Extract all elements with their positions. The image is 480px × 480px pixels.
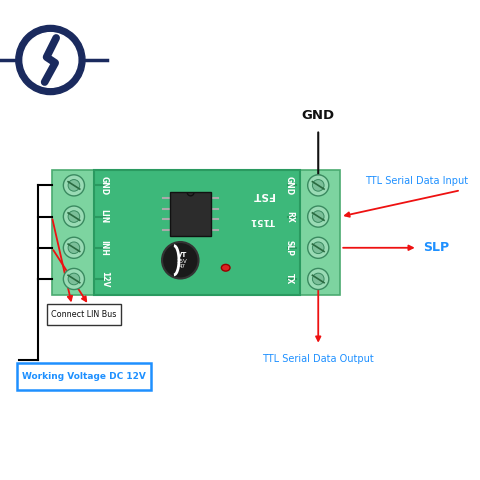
Text: 47: 47 — [179, 264, 186, 269]
Circle shape — [63, 206, 84, 227]
Circle shape — [16, 25, 85, 95]
Circle shape — [63, 237, 84, 258]
Circle shape — [23, 33, 78, 87]
Circle shape — [312, 242, 324, 253]
Text: INH: INH — [100, 240, 108, 256]
FancyBboxPatch shape — [47, 304, 121, 325]
Text: T151: T151 — [251, 216, 276, 225]
Circle shape — [68, 242, 80, 253]
Circle shape — [68, 211, 80, 222]
Text: Working Voltage DC 12V: Working Voltage DC 12V — [22, 372, 146, 381]
Text: SLP: SLP — [423, 241, 449, 254]
Circle shape — [68, 273, 80, 285]
Ellipse shape — [221, 264, 230, 271]
Bar — [94, 170, 300, 295]
Circle shape — [68, 180, 80, 191]
Circle shape — [63, 175, 84, 196]
Circle shape — [308, 237, 329, 258]
Text: LIN: LIN — [100, 209, 108, 224]
Bar — [296, 170, 340, 295]
FancyBboxPatch shape — [17, 363, 151, 390]
Text: TX: TX — [285, 273, 294, 285]
Bar — [170, 192, 211, 236]
Circle shape — [63, 268, 84, 289]
Text: Connect LIN Bus: Connect LIN Bus — [51, 310, 117, 319]
Circle shape — [162, 242, 199, 278]
Bar — [52, 170, 96, 295]
Text: SLP: SLP — [285, 240, 294, 256]
Text: 35V: 35V — [177, 259, 188, 264]
Circle shape — [308, 268, 329, 289]
Circle shape — [312, 211, 324, 222]
Text: TTL Serial Data Input: TTL Serial Data Input — [365, 176, 468, 186]
Text: GND: GND — [301, 109, 335, 122]
Text: RX: RX — [285, 211, 294, 222]
Text: TTL Serial Data Output: TTL Serial Data Output — [263, 354, 374, 364]
Circle shape — [312, 180, 324, 191]
Text: GND: GND — [285, 176, 294, 195]
Text: VT: VT — [177, 252, 187, 258]
Text: 12V: 12V — [100, 271, 108, 287]
Circle shape — [312, 273, 324, 285]
Circle shape — [308, 206, 329, 227]
Text: GND: GND — [100, 176, 108, 195]
Text: FST: FST — [252, 191, 274, 200]
Circle shape — [308, 175, 329, 196]
